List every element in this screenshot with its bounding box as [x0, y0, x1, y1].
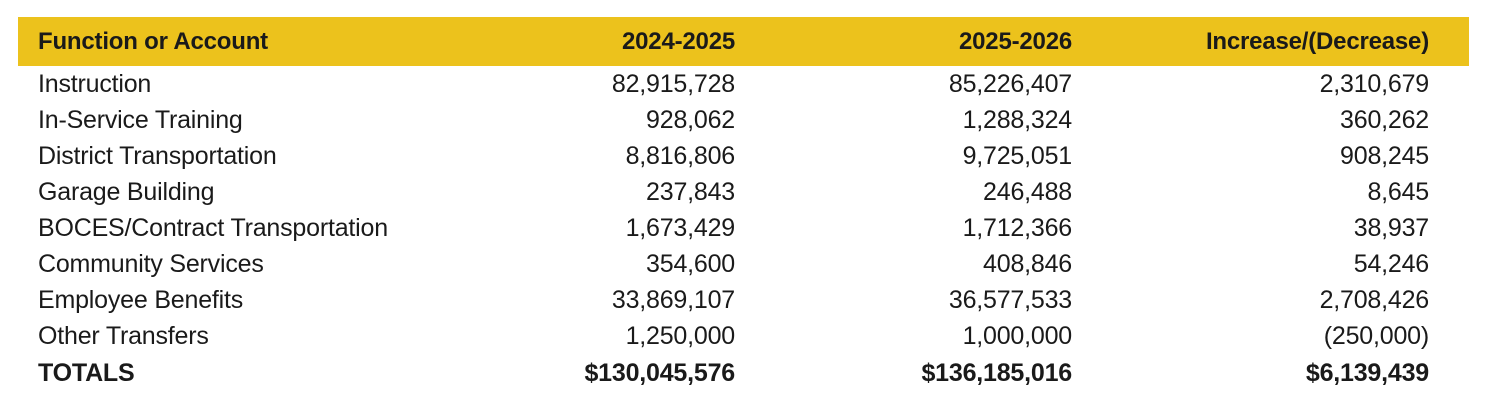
row-padding-cell [1429, 174, 1469, 210]
row-padding-cell [1429, 282, 1469, 318]
value-2024-2025: 1,673,429 [625, 213, 736, 242]
total-2025-2026: $136,185,016 [921, 358, 1072, 387]
value-2025-2026: 36,577,533 [948, 285, 1072, 314]
row-padding-cell [1429, 210, 1469, 246]
value-2025-2026: 1,712,366 [962, 213, 1073, 242]
value-2025-2026: 9,725,051 [962, 141, 1073, 170]
row-padding-cell [1429, 66, 1469, 102]
row-padding-cell [1429, 102, 1469, 138]
row-label: In-Service Training [38, 105, 243, 134]
value-2024-2025: 8,816,806 [625, 141, 736, 170]
value-2024-2025: 354,600 [646, 249, 735, 278]
table-row: Community Services 354,600 408,846 54,24… [18, 246, 1469, 282]
value-2025-2026: 246,488 [983, 177, 1072, 206]
value-change: (250,000) [1323, 321, 1429, 350]
row-label: District Transportation [38, 141, 277, 170]
value-change: 2,708,426 [1319, 285, 1430, 314]
total-change: $6,139,439 [1305, 358, 1429, 387]
total-2024-2025: $130,045,576 [584, 358, 735, 387]
value-change: 38,937 [1353, 213, 1429, 242]
value-2025-2026: 1,000,000 [962, 321, 1073, 350]
value-change: 2,310,679 [1319, 69, 1430, 98]
row-padding-cell [1429, 138, 1469, 174]
value-change: 908,245 [1340, 141, 1429, 170]
value-2024-2025: 33,869,107 [611, 285, 735, 314]
row-padding-cell [1429, 318, 1469, 354]
value-2025-2026: 85,226,407 [948, 69, 1072, 98]
row-label: BOCES/Contract Transportation [38, 213, 388, 242]
value-2024-2025: 237,843 [646, 177, 735, 206]
column-header-function: Function or Account [38, 27, 268, 55]
table-row: Employee Benefits 33,869,107 36,577,533 … [18, 282, 1469, 318]
value-change: 8,645 [1367, 177, 1429, 206]
totals-padding-cell [1429, 354, 1469, 392]
totals-row: TOTALS $130,045,576 $136,185,016 $6,139,… [18, 354, 1469, 392]
header-padding-cell [1429, 17, 1469, 66]
row-padding-cell [1429, 246, 1469, 282]
table-row: Garage Building 237,843 246,488 8,645 [18, 174, 1469, 210]
row-label: Community Services [38, 249, 264, 278]
column-header-2025-2026: 2025-2026 [959, 27, 1072, 55]
value-2024-2025: 1,250,000 [625, 321, 736, 350]
value-2024-2025: 928,062 [646, 105, 735, 134]
value-2025-2026: 408,846 [983, 249, 1072, 278]
table-row: District Transportation 8,816,806 9,725,… [18, 138, 1469, 174]
row-label: Other Transfers [38, 321, 209, 350]
totals-label: TOTALS [38, 358, 135, 387]
budget-comparison-table: Function or Account 2024-2025 2025-2026 … [18, 17, 1469, 392]
column-header-increase-decrease: Increase/(Decrease) [1205, 27, 1429, 55]
value-change: 54,246 [1353, 249, 1429, 278]
table-row: In-Service Training 928,062 1,288,324 36… [18, 102, 1469, 138]
table-row: BOCES/Contract Transportation 1,673,429 … [18, 210, 1469, 246]
row-label: Garage Building [38, 177, 215, 206]
table-row: Instruction 82,915,728 85,226,407 2,310,… [18, 66, 1469, 102]
value-2025-2026: 1,288,324 [962, 105, 1073, 134]
table-row: Other Transfers 1,250,000 1,000,000 (250… [18, 318, 1469, 354]
value-change: 360,262 [1340, 105, 1429, 134]
value-2024-2025: 82,915,728 [611, 69, 735, 98]
table-header-row: Function or Account 2024-2025 2025-2026 … [18, 17, 1469, 66]
row-label: Instruction [38, 69, 152, 98]
column-header-2024-2025: 2024-2025 [622, 27, 735, 55]
row-label: Employee Benefits [38, 285, 244, 314]
